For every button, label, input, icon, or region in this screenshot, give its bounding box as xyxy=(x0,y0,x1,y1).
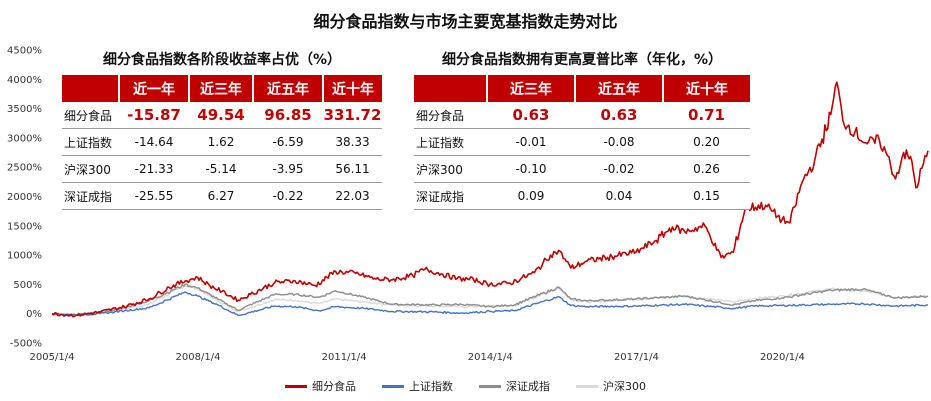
returns-header-1y: 近一年 xyxy=(119,75,190,102)
y-axis: -500% 0% 500% 1000% 1500% 2000% 2500% 3000% 3500… xyxy=(7,46,42,350)
sharpe-table-block: 细分食品指数拥有更高夏普比率（年化，%） 近三年 近五年 近十年 细分食品 0.… xyxy=(414,49,750,210)
table-cell: 0.20 xyxy=(663,128,750,156)
returns-table: 近一年 近三年 近五年 近十年 细分食品 -15.87 49.54 96.85 … xyxy=(62,75,382,210)
row-label: 沪深300 xyxy=(414,155,487,183)
row-label: 细分食品 xyxy=(414,102,487,129)
returns-header-10y: 近十年 xyxy=(323,75,382,102)
legend-label: 深证成指 xyxy=(506,380,550,393)
legend-item: 细分食品 xyxy=(285,378,356,394)
legend-swatch xyxy=(576,384,598,388)
y-tick-label: 3500% xyxy=(7,104,42,115)
row-label: 细分食品 xyxy=(62,102,119,129)
series-layer xyxy=(51,81,929,318)
x-tick-label: 2005/1/4 xyxy=(30,352,75,363)
table-cell: -25.55 xyxy=(119,182,189,210)
table-cell: -3.95 xyxy=(253,155,323,183)
x-tick-label: 2011/1/4 xyxy=(322,352,367,363)
table-row: 沪深300 -21.33 -5.14 -3.95 56.11 xyxy=(62,155,382,183)
returns-table-header: 近一年 近三年 近五年 近十年 xyxy=(62,75,382,102)
table-cell: 0.09 xyxy=(487,182,575,210)
y-tick-label: 4000% xyxy=(7,75,42,86)
y-tick-label: 500% xyxy=(13,280,42,291)
sharpe-header-corner xyxy=(414,75,488,102)
table-cell: -15.87 xyxy=(119,102,189,129)
table-cell: 1.62 xyxy=(189,128,253,156)
sharpe-header-5y: 近五年 xyxy=(575,75,664,102)
table-cell: 0.63 xyxy=(487,102,575,129)
legend-swatch xyxy=(382,384,404,388)
row-label: 上证指数 xyxy=(62,128,119,156)
returns-header-5y: 近五年 xyxy=(253,75,324,102)
row-label: 上证指数 xyxy=(414,128,487,156)
table-cell: -14.64 xyxy=(119,128,189,156)
series-line-2 xyxy=(51,291,929,317)
table-cell: 0.26 xyxy=(663,155,750,183)
table-row: 细分食品 -15.87 49.54 96.85 331.72 xyxy=(62,102,382,129)
legend-item: 深证成指 xyxy=(479,378,550,394)
legend-item: 上证指数 xyxy=(382,378,453,394)
table-cell: 49.54 xyxy=(189,102,253,129)
table-cell: 6.27 xyxy=(189,182,253,210)
legend-label: 沪深300 xyxy=(603,380,646,393)
legend-label: 上证指数 xyxy=(409,380,453,393)
y-tick-label: 0% xyxy=(26,309,42,320)
table-cell: 0.04 xyxy=(575,182,663,210)
table-cell: 0.15 xyxy=(663,182,750,210)
y-tick-label: 3000% xyxy=(7,133,42,144)
table-cell: 22.03 xyxy=(323,182,382,210)
row-label: 深证成指 xyxy=(414,182,487,210)
x-tick-label: 2008/1/4 xyxy=(176,352,221,363)
legend-swatch xyxy=(479,384,501,388)
table-cell: 0.63 xyxy=(575,102,663,129)
legend: 细分食品 上证指数 深证成指 沪深300 xyxy=(0,378,931,394)
x-axis: 2005/1/4 2008/1/4 2011/1/4 2014/1/4 2017/1/4… xyxy=(30,352,805,363)
legend-label: 细分食品 xyxy=(312,380,356,393)
x-tick-label: 2014/1/4 xyxy=(468,352,513,363)
sharpe-table: 近三年 近五年 近十年 细分食品 0.63 0.63 0.71 上证指数 -0.… xyxy=(414,75,750,210)
table-row: 深证成指 -25.55 6.27 -0.22 22.03 xyxy=(62,182,382,210)
table-row: 上证指数 -14.64 1.62 -6.59 38.33 xyxy=(62,128,382,156)
legend-swatch xyxy=(285,384,307,388)
returns-table-caption: 细分食品指数各阶段收益率占优（%） xyxy=(102,52,342,68)
table-cell: 96.85 xyxy=(253,102,323,129)
table-row: 沪深300 -0.10 -0.02 0.26 xyxy=(414,155,750,183)
legend-item: 沪深300 xyxy=(576,378,646,394)
table-cell: 0.71 xyxy=(663,102,750,129)
table-cell: -0.02 xyxy=(575,155,663,183)
table-row: 深证成指 0.09 0.04 0.15 xyxy=(414,182,750,210)
table-cell: -5.14 xyxy=(189,155,253,183)
table-cell: 56.11 xyxy=(323,155,382,183)
table-cell: 331.72 xyxy=(323,102,382,129)
table-row: 上证指数 -0.01 -0.08 0.20 xyxy=(414,128,750,156)
returns-header-corner xyxy=(62,75,120,102)
returns-table-block: 细分食品指数各阶段收益率占优（%） 近一年 近三年 近五年 近十年 细分食品 -… xyxy=(62,49,382,210)
series-line-3 xyxy=(51,283,929,316)
y-tick-label: 2000% xyxy=(7,192,42,203)
row-label: 深证成指 xyxy=(62,182,119,210)
table-cell: -0.22 xyxy=(253,182,323,210)
sharpe-header-3y: 近三年 xyxy=(487,75,576,102)
table-cell: -0.10 xyxy=(487,155,575,183)
table-cell: -21.33 xyxy=(119,155,189,183)
sharpe-table-header: 近三年 近五年 近十年 xyxy=(414,75,750,102)
table-cell: -6.59 xyxy=(253,128,323,156)
sharpe-header-10y: 近十年 xyxy=(663,75,750,102)
sharpe-table-caption: 细分食品指数拥有更高夏普比率（年化，%） xyxy=(441,52,723,68)
chart-title: 细分食品指数与市场主要宽基指数走势对比 xyxy=(313,12,618,31)
table-row: 细分食品 0.63 0.63 0.71 xyxy=(414,102,750,129)
x-tick-label: 2020/1/4 xyxy=(760,352,805,363)
series-line-1 xyxy=(51,81,929,318)
y-tick-label: 1500% xyxy=(7,221,42,232)
table-cell: -0.08 xyxy=(575,128,663,156)
y-tick-label: 4500% xyxy=(7,46,42,57)
row-label: 沪深300 xyxy=(62,155,119,183)
table-cell: -0.01 xyxy=(487,128,575,156)
y-tick-label: 1000% xyxy=(7,251,42,262)
x-tick-label: 2017/1/4 xyxy=(614,352,659,363)
table-cell: 38.33 xyxy=(323,128,382,156)
y-tick-label: -500% xyxy=(10,339,42,350)
returns-header-3y: 近三年 xyxy=(189,75,254,102)
y-tick-label: 2500% xyxy=(7,163,42,174)
